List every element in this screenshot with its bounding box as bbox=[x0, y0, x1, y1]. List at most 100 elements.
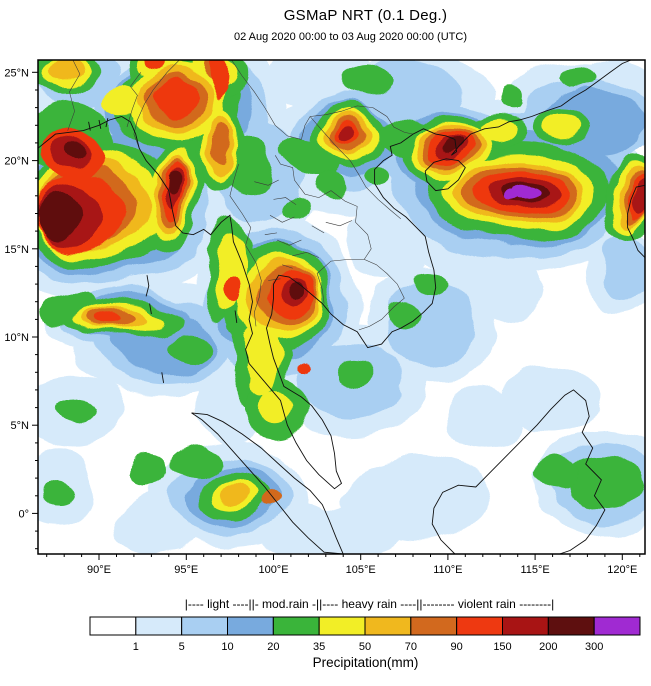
y-tick-label: 15°N bbox=[4, 244, 29, 256]
x-tick-label: 105°E bbox=[346, 564, 376, 576]
colorbar-tick-label: 10 bbox=[221, 641, 233, 653]
precip-blob bbox=[383, 277, 478, 369]
precip-blob bbox=[55, 400, 94, 429]
precip-blob bbox=[38, 195, 81, 243]
admin-border bbox=[274, 155, 372, 260]
y-tick-label: 0° bbox=[18, 508, 29, 520]
precip-blob bbox=[536, 456, 579, 489]
colorbar-segment bbox=[318, 616, 366, 636]
coastline bbox=[38, 60, 632, 490]
precip-blob bbox=[132, 453, 168, 482]
colorbar-segment bbox=[89, 616, 137, 636]
precip-blob bbox=[445, 136, 461, 150]
precip-blob bbox=[65, 142, 84, 158]
precip-blob bbox=[498, 88, 523, 106]
admin-border bbox=[325, 220, 353, 227]
precip-blob bbox=[226, 141, 269, 195]
admin-border bbox=[254, 179, 279, 186]
admin-border bbox=[309, 116, 401, 220]
precip-blob bbox=[285, 279, 304, 300]
colorbar-segment bbox=[135, 616, 183, 636]
x-tick-label: 100°E bbox=[258, 564, 288, 576]
map-frame bbox=[37, 59, 646, 555]
colorbar-segment bbox=[456, 616, 504, 636]
colorbar-tick-label: 300 bbox=[585, 641, 603, 653]
admin-border bbox=[358, 259, 405, 331]
precip-blob bbox=[339, 356, 379, 385]
colorbar-caption: Precipitation(mm) bbox=[312, 655, 419, 670]
precip-blob bbox=[566, 456, 640, 510]
precip-blob bbox=[444, 384, 522, 449]
coastline bbox=[145, 275, 150, 297]
precip-blob bbox=[413, 266, 445, 292]
precip-blob bbox=[270, 60, 375, 108]
admin-border bbox=[133, 60, 180, 149]
precip-blob bbox=[153, 79, 196, 115]
coastline bbox=[627, 184, 645, 258]
admin-border bbox=[229, 164, 262, 327]
precip-blob bbox=[219, 486, 248, 506]
admin-border bbox=[67, 60, 81, 131]
precip-blob bbox=[280, 195, 312, 221]
x-tick-label: 120°E bbox=[607, 564, 637, 576]
precip-blob bbox=[341, 126, 359, 142]
x-tick-label: 95°E bbox=[174, 564, 198, 576]
precip-blob bbox=[49, 61, 79, 83]
precip-blob bbox=[367, 167, 393, 186]
colorbar-tick-label: 150 bbox=[493, 641, 511, 653]
y-tick-label: 5°N bbox=[11, 420, 30, 432]
colorbar-segment bbox=[547, 616, 595, 636]
precip-field bbox=[38, 60, 645, 554]
figure-subtitle: 02 Aug 2020 00:00 to 03 Aug 2020 00:00 (… bbox=[233, 31, 467, 43]
admin-border bbox=[310, 105, 414, 135]
colorbar-tick-label: 90 bbox=[451, 641, 463, 653]
precip-blob bbox=[262, 493, 282, 509]
precip-blob bbox=[508, 191, 523, 202]
colorbar-segment bbox=[502, 616, 549, 636]
coastline bbox=[234, 310, 238, 323]
x-tick-label: 110°E bbox=[433, 564, 462, 576]
precip-blob bbox=[170, 446, 216, 479]
precip-blob bbox=[297, 359, 310, 371]
precip-blob bbox=[212, 118, 230, 161]
coastline bbox=[161, 372, 165, 383]
precip-blob bbox=[633, 180, 645, 211]
colorbar-segment bbox=[364, 616, 412, 636]
colorbar-tick-label: 35 bbox=[313, 641, 325, 653]
admin-border bbox=[269, 215, 295, 223]
x-tick-label: 90°E bbox=[87, 564, 111, 576]
precip-blob bbox=[93, 313, 126, 326]
admin-border bbox=[264, 232, 278, 235]
axis-ticks bbox=[32, 71, 641, 560]
coastline bbox=[105, 118, 109, 128]
coastline bbox=[431, 389, 606, 554]
colorbar-tick-label: 20 bbox=[267, 641, 279, 653]
coastline bbox=[98, 119, 102, 129]
admin-border bbox=[292, 252, 319, 258]
precip-blob bbox=[106, 86, 141, 115]
intensity-legend: |---- light ----||- mod.rain -||---- hea… bbox=[184, 597, 555, 611]
colorbar-segment bbox=[593, 616, 641, 636]
colorbar-tick-label: 200 bbox=[539, 641, 557, 653]
precip-blob bbox=[313, 504, 401, 554]
colorbar: 1 5 10 20 35 50 70 90 150 200 300 bbox=[89, 616, 641, 653]
precip-blob bbox=[456, 248, 544, 320]
precip-blob bbox=[45, 480, 77, 505]
colorbar-segment bbox=[272, 616, 320, 636]
admin-border bbox=[311, 225, 325, 234]
coastline bbox=[88, 121, 91, 131]
admin-border bbox=[282, 264, 293, 269]
admin-border bbox=[273, 197, 297, 205]
x-tick-label: 115°E bbox=[520, 564, 549, 576]
precip-blob bbox=[540, 111, 586, 140]
y-tick-label: 10°N bbox=[4, 332, 29, 344]
precip-blob bbox=[317, 176, 349, 198]
admin-border bbox=[276, 239, 302, 246]
y-tick-label: 20°N bbox=[4, 156, 29, 168]
colorbar-tick-label: 5 bbox=[179, 641, 185, 653]
admin-border bbox=[126, 72, 142, 128]
coastline bbox=[191, 412, 344, 554]
coastline bbox=[424, 158, 466, 192]
precip-blob bbox=[383, 300, 419, 329]
precip-blob bbox=[599, 229, 645, 304]
